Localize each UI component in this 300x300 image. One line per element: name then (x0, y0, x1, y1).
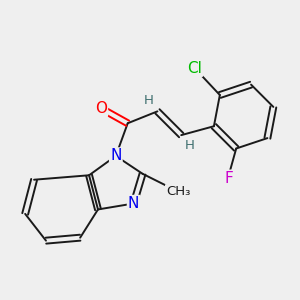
Text: H: H (185, 139, 195, 152)
Text: N: N (128, 196, 139, 211)
Text: H: H (144, 94, 154, 107)
Text: N: N (110, 148, 122, 164)
Text: F: F (224, 171, 233, 186)
Text: Cl: Cl (187, 61, 202, 76)
Text: O: O (95, 101, 107, 116)
Text: CH₃: CH₃ (166, 185, 190, 198)
